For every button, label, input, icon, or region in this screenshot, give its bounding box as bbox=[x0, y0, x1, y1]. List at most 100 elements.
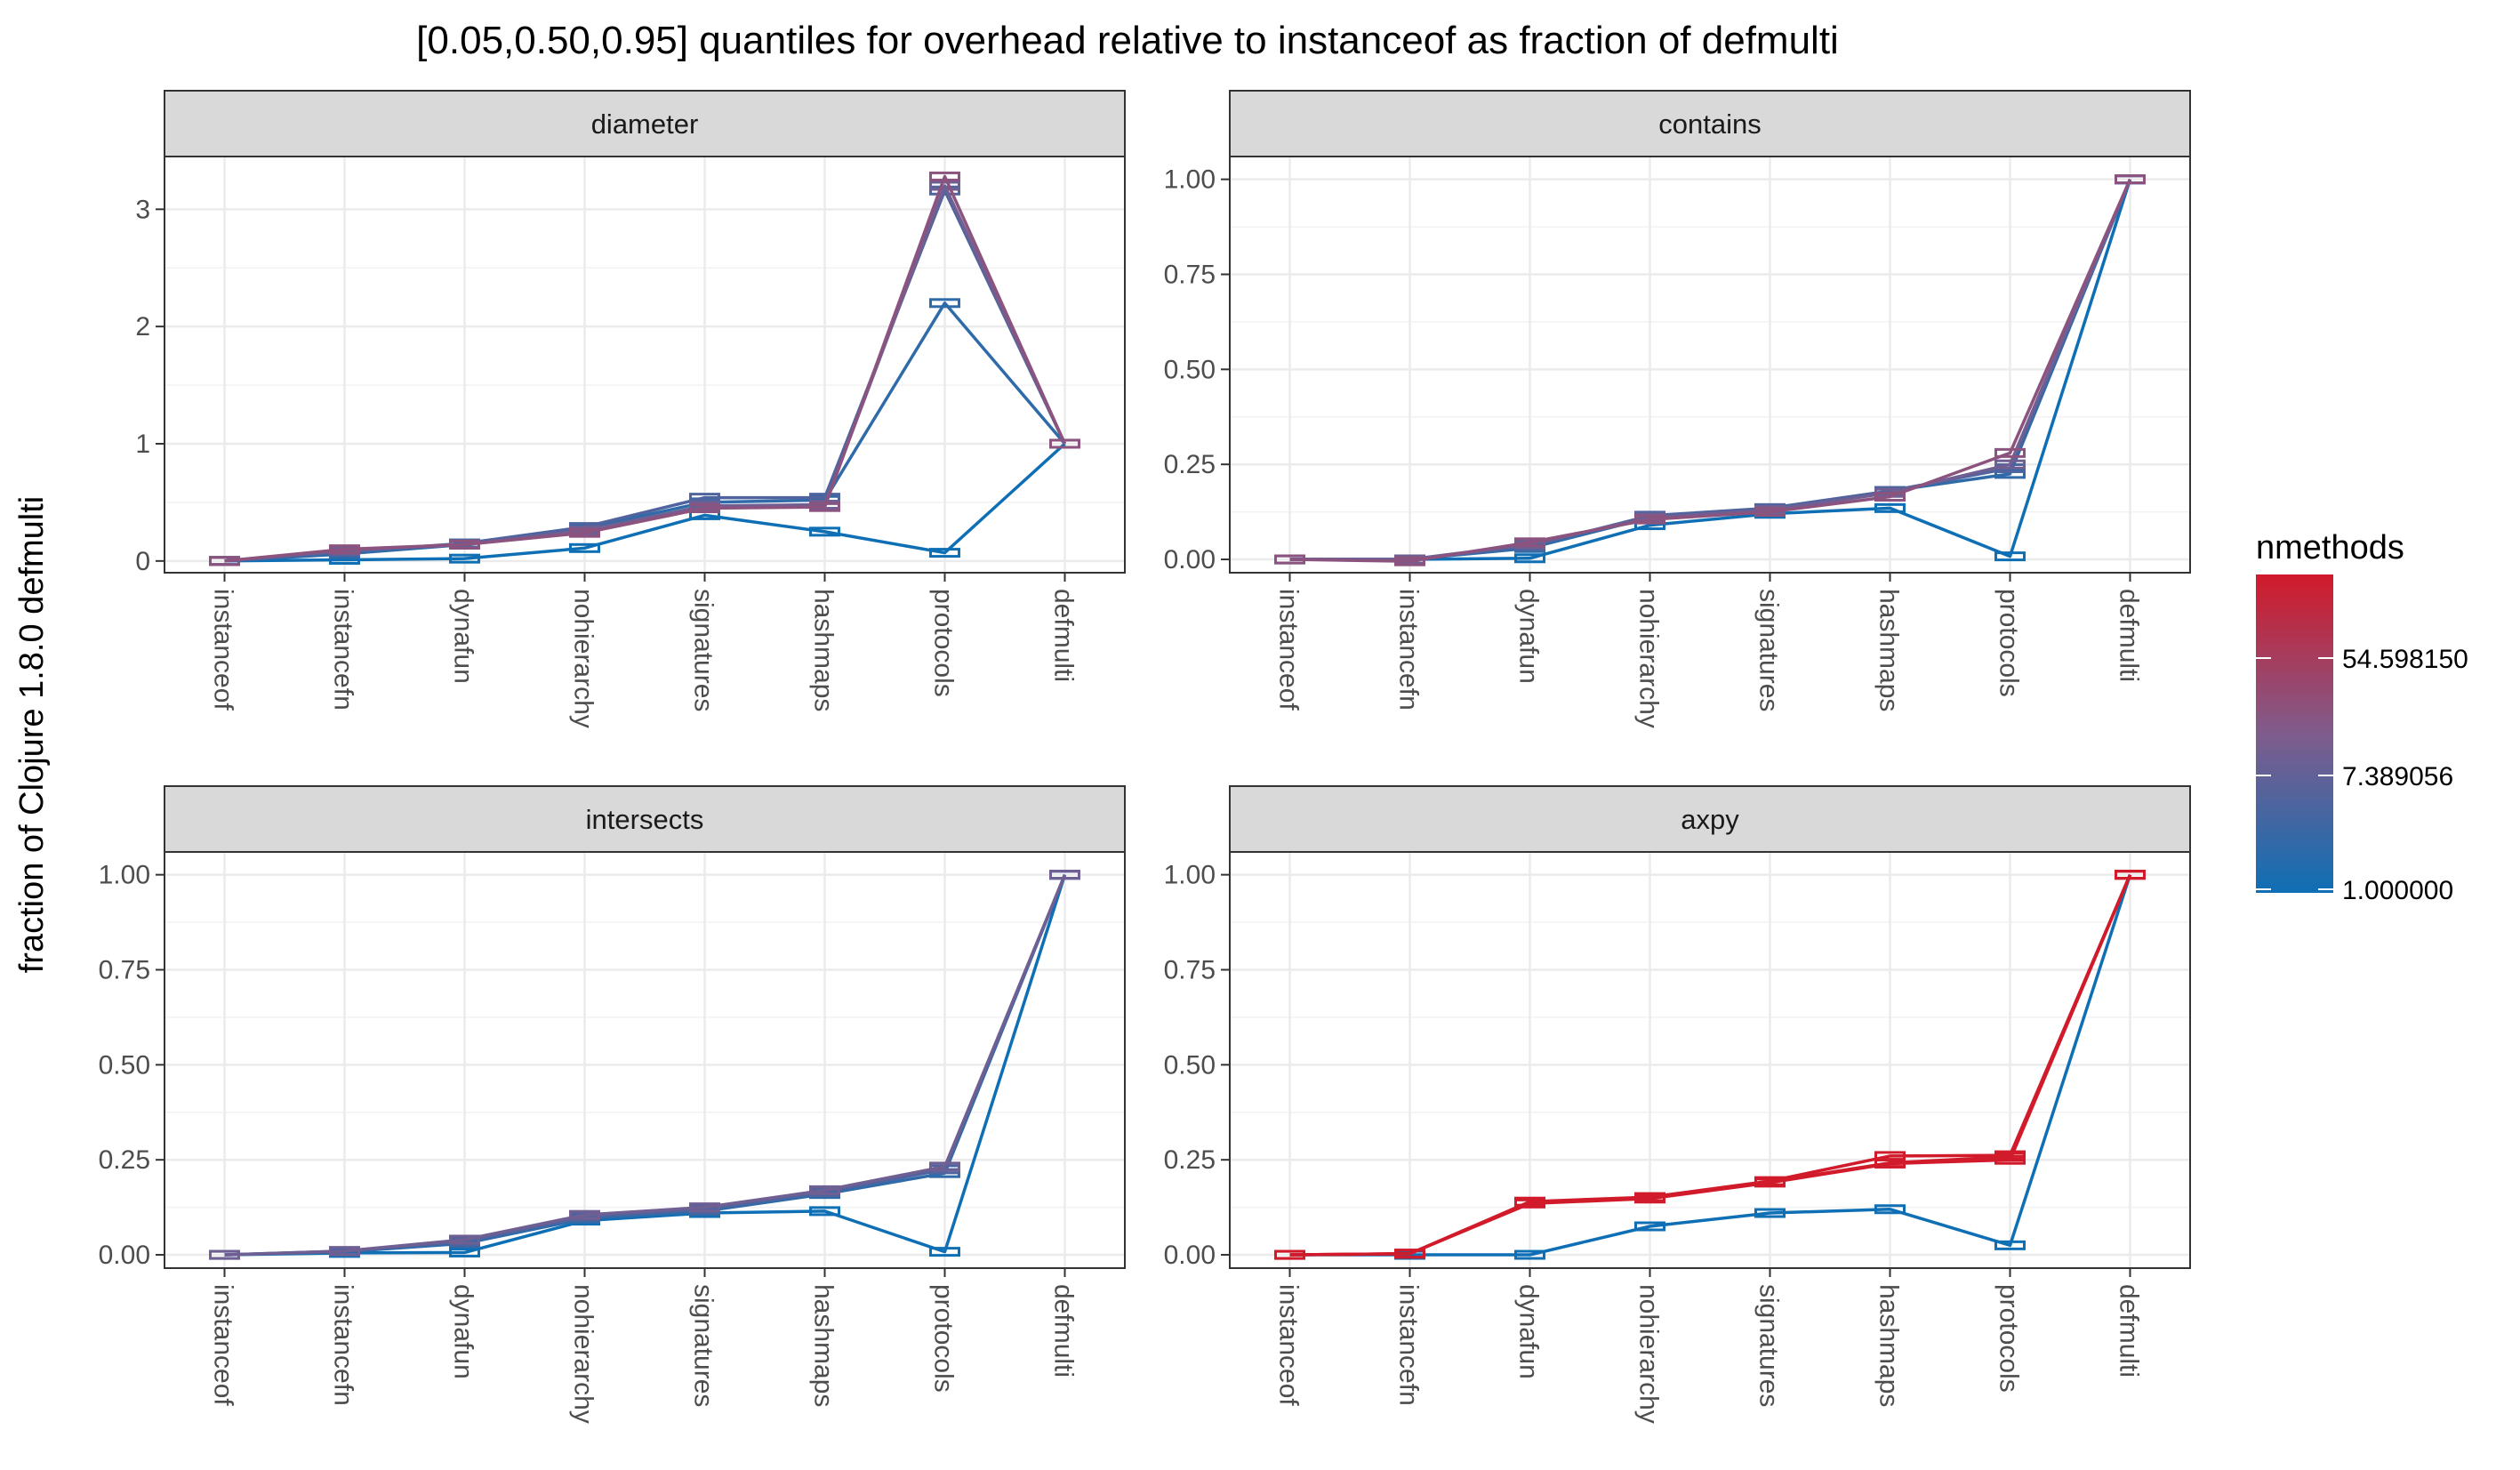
x-tick-label: hashmaps bbox=[1874, 1284, 1904, 1407]
y-tick-label: 0.75 bbox=[1164, 260, 1216, 289]
data-point bbox=[1049, 438, 1080, 449]
y-tick-label: 0.50 bbox=[1164, 1050, 1216, 1080]
data-point bbox=[1049, 870, 1080, 880]
facet-strip-label: contains bbox=[1658, 108, 1761, 140]
plot-background bbox=[165, 852, 1125, 1268]
data-point bbox=[1874, 1204, 1906, 1215]
data-point bbox=[449, 1234, 480, 1245]
data-point bbox=[1394, 1249, 1425, 1259]
x-tick-label: protocols bbox=[1994, 1284, 2024, 1393]
x-tick-label: hashmaps bbox=[809, 589, 839, 711]
data-point bbox=[929, 1247, 960, 1257]
x-tick-label: signatures bbox=[689, 1284, 718, 1407]
facet-strip bbox=[164, 785, 1126, 853]
x-tick-label: protocols bbox=[1994, 589, 2024, 697]
data-point bbox=[1634, 1221, 1665, 1232]
data-point bbox=[1754, 507, 1786, 518]
legend: nmethods 54.598150 7.389056 1.000000 bbox=[2256, 529, 2468, 905]
x-tick-label: defmulti bbox=[2115, 1284, 2144, 1378]
panel-contains: contains 0.00 0.25 0.50 0.75 1.00 instanceof in… bbox=[1164, 90, 2191, 728]
data-point bbox=[569, 1209, 600, 1220]
x-tick-label: instancefn bbox=[1394, 589, 1424, 711]
data-point bbox=[209, 556, 240, 566]
y-tick-label: 0.00 bbox=[1164, 1241, 1216, 1270]
data-point bbox=[1754, 1208, 1786, 1218]
data-point bbox=[1874, 492, 1906, 502]
x-tick-label: protocols bbox=[929, 589, 959, 697]
y-tick-label: 2 bbox=[135, 312, 150, 341]
plot-background bbox=[1230, 852, 2190, 1268]
facet-strip-label: intersects bbox=[586, 804, 704, 835]
data-point bbox=[1514, 553, 1545, 564]
data-point bbox=[929, 1161, 960, 1172]
facet-strip bbox=[164, 90, 1126, 157]
series-line bbox=[224, 301, 1066, 563]
panel-intersects: intersects 0.00 0.25 0.50 0.75 1.00 instanceof… bbox=[99, 785, 1126, 1424]
data-point bbox=[1874, 1151, 1906, 1161]
x-tick-label: hashmaps bbox=[809, 1284, 839, 1407]
panel-border bbox=[164, 851, 1126, 1269]
series-line bbox=[224, 874, 1067, 1257]
data-point bbox=[929, 171, 960, 181]
data-point bbox=[1874, 502, 1906, 513]
data-point bbox=[1274, 554, 1305, 565]
data-point bbox=[329, 544, 360, 555]
legend-label: 7.389056 bbox=[2342, 762, 2453, 791]
data-point bbox=[929, 548, 960, 558]
data-point bbox=[2115, 174, 2146, 185]
panel-border bbox=[1229, 851, 2191, 1269]
y-tick-label: 0.25 bbox=[1164, 450, 1216, 479]
data-point bbox=[689, 1202, 720, 1213]
data-point bbox=[1514, 1196, 1545, 1207]
data-point bbox=[1754, 1176, 1786, 1186]
data-point bbox=[1994, 459, 2026, 470]
x-tick-label: instancefn bbox=[329, 1284, 358, 1406]
data-point bbox=[1274, 1249, 1305, 1260]
facet-strip bbox=[1229, 90, 2191, 157]
facet-strip-label: diameter bbox=[591, 108, 699, 140]
y-tick-label: 1.00 bbox=[1164, 861, 1216, 890]
data-point bbox=[449, 539, 480, 550]
data-point bbox=[1634, 1192, 1665, 1202]
x-tick-label: dynafun bbox=[1514, 1284, 1544, 1379]
facet-strip bbox=[1229, 785, 2191, 853]
data-point bbox=[1994, 1150, 2026, 1161]
data-point bbox=[809, 1185, 840, 1195]
legend-label: 54.598150 bbox=[2342, 645, 2468, 674]
y-tick-label: 0.50 bbox=[1164, 355, 1216, 384]
legend-label: 1.000000 bbox=[2342, 876, 2453, 905]
y-tick-label: 0.50 bbox=[99, 1050, 150, 1080]
data-point bbox=[329, 1246, 360, 1257]
data-point bbox=[1994, 469, 2026, 479]
x-tick-label: nohierarchy bbox=[569, 589, 598, 728]
data-point bbox=[2115, 870, 2146, 880]
series-line bbox=[1289, 874, 2132, 1257]
y-tick-label: 0.75 bbox=[99, 955, 150, 984]
data-point bbox=[929, 298, 960, 309]
x-tick-label: instanceof bbox=[1274, 1284, 1304, 1406]
data-point bbox=[449, 553, 480, 564]
y-tick-label: 0 bbox=[135, 547, 150, 576]
y-tick-label: 1.00 bbox=[1164, 165, 1216, 195]
facet-panels: diameter 0 1 2 3 instanceof instancefn dynafun n… bbox=[99, 90, 2191, 1424]
panel-border bbox=[1229, 156, 2191, 574]
x-tick-label: signatures bbox=[1754, 1284, 1784, 1407]
y-axis-label: fraction of Clojure 1.8.0 defmulti bbox=[13, 496, 51, 974]
data-point bbox=[809, 1206, 840, 1217]
data-point bbox=[1994, 1240, 2026, 1250]
data-point bbox=[1394, 556, 1425, 566]
x-tick-label: protocols bbox=[929, 1284, 959, 1393]
data-point bbox=[1994, 447, 2026, 458]
y-tick-label: 0.25 bbox=[99, 1145, 150, 1175]
data-point bbox=[929, 181, 960, 191]
data-point bbox=[569, 527, 600, 538]
data-point bbox=[1514, 1249, 1545, 1260]
y-tick-label: 0.75 bbox=[1164, 955, 1216, 984]
data-point bbox=[1514, 537, 1545, 548]
x-tick-label: instanceof bbox=[209, 1284, 238, 1406]
chart-title: [0.05,0.50,0.95] quantiles for overhead … bbox=[416, 19, 1839, 62]
x-tick-label: defmulti bbox=[2115, 589, 2144, 682]
panel-axpy: axpy 0.00 0.25 0.50 0.75 1.00 instanceof instan… bbox=[1164, 785, 2191, 1424]
plot-background bbox=[1230, 157, 2190, 573]
